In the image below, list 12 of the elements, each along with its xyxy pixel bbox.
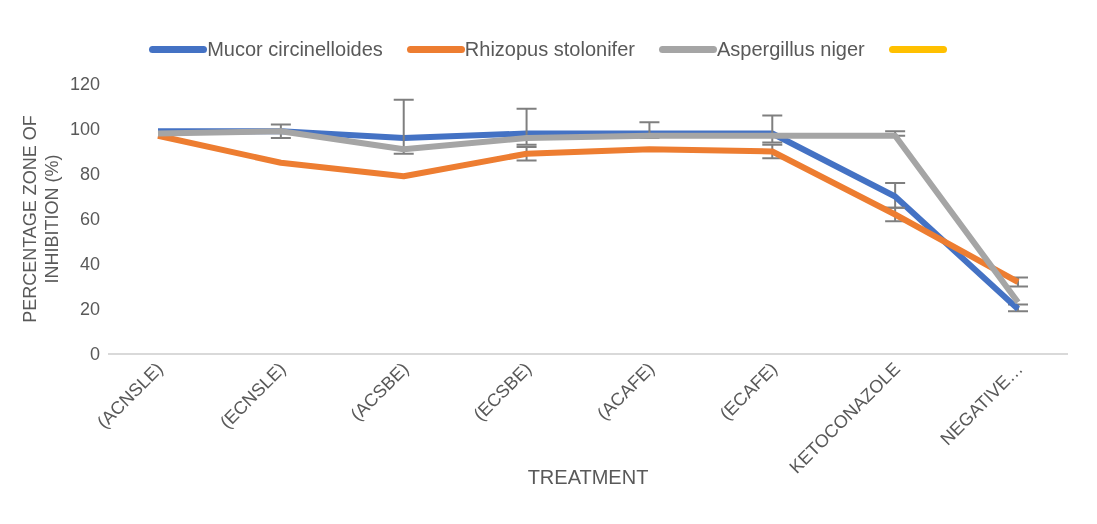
- y-tick-label: 40: [79, 254, 100, 275]
- legend-label: Rhizopus stolonifer: [464, 37, 635, 61]
- y-tick-label: 100: [69, 119, 100, 140]
- y-tick-label: 60: [79, 209, 100, 230]
- legend-label: Aspergillus niger: [716, 37, 865, 61]
- y-axis-title: PERCENTAGE ZONE OF INHIBITION (%): [20, 115, 62, 323]
- x-axis-title: TREATMENT: [527, 466, 649, 488]
- legend-label: Mucor circinelloides: [207, 37, 383, 61]
- y-tick-label: 20: [79, 299, 100, 320]
- y-tick-label: 120: [69, 74, 100, 95]
- y-tick-label: 0: [89, 344, 100, 365]
- y-tick-label: 80: [79, 164, 100, 185]
